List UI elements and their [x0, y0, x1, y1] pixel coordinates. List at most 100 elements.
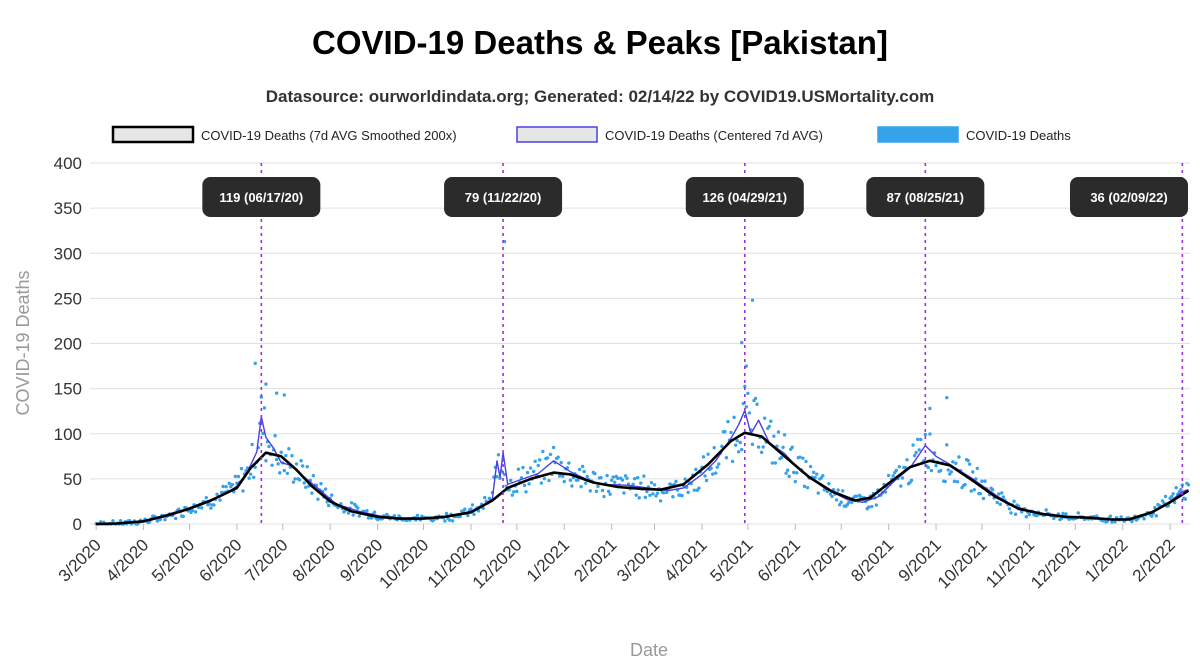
- data-point: [625, 476, 629, 480]
- data-point: [1154, 514, 1159, 518]
- data-point: [934, 463, 938, 468]
- data-point: [111, 519, 115, 523]
- data-point: [914, 450, 918, 455]
- legend-swatch: [877, 126, 959, 143]
- legend: COVID-19 Deaths (7d AVG Smoothed 200x) CO…: [111, 125, 1071, 144]
- data-point: [946, 468, 950, 472]
- data-point: [730, 459, 735, 464]
- data-point: [1007, 507, 1012, 511]
- data-point: [236, 474, 241, 479]
- data-point: [649, 480, 654, 485]
- data-point: [957, 455, 961, 459]
- data-point: [781, 445, 785, 449]
- data-point: [900, 476, 905, 480]
- data-point: [782, 433, 787, 437]
- data-point: [732, 415, 736, 420]
- data-point: [330, 493, 334, 497]
- data-point: [899, 484, 903, 488]
- data-point: [850, 500, 854, 505]
- data-point: [816, 491, 820, 495]
- data-point: [801, 456, 805, 460]
- data-point: [212, 503, 216, 507]
- y-axis: 0 50 100 150 200 250 300 350 400: [54, 154, 82, 534]
- data-point: [351, 513, 355, 517]
- data-point: [463, 507, 467, 511]
- data-point: [983, 479, 987, 483]
- data-point: [304, 485, 308, 489]
- data-point: [444, 511, 449, 516]
- y-tick-label: 400: [54, 154, 82, 173]
- data-point: [247, 476, 251, 480]
- data-point: [802, 484, 807, 489]
- data-point: [531, 469, 536, 474]
- data-point: [971, 470, 975, 474]
- data-point: [509, 478, 513, 483]
- data-point: [709, 466, 713, 470]
- data-point: [118, 519, 123, 523]
- data-point: [720, 444, 724, 449]
- data-point: [357, 514, 361, 518]
- data-point: [1174, 486, 1178, 490]
- data-point: [830, 494, 834, 499]
- data-point: [750, 442, 755, 447]
- data-point: [1064, 512, 1068, 516]
- data-point: [811, 470, 816, 474]
- data-point: [496, 453, 501, 457]
- data-point: [270, 463, 274, 467]
- data-point: [654, 494, 658, 498]
- data-point: [369, 516, 374, 520]
- data-point: [834, 498, 839, 502]
- data-point: [602, 494, 606, 499]
- data-point: [522, 483, 527, 488]
- data-point: [173, 516, 178, 521]
- data-point: [697, 486, 701, 490]
- data-point: [547, 478, 551, 483]
- data-point: [808, 464, 813, 469]
- data-point: [299, 459, 303, 463]
- data-point: [576, 478, 580, 482]
- peak-annotations: 119 (06/17/20) 79 (11/22/20) 126 (04/29/21…: [202, 163, 1188, 524]
- data-point: [1035, 513, 1039, 518]
- data-point: [909, 478, 914, 483]
- data-point: [219, 490, 224, 495]
- data-point: [636, 476, 640, 480]
- data-point: [264, 382, 268, 386]
- data-point: [703, 474, 707, 478]
- data-point: [227, 481, 231, 486]
- data-point: [608, 492, 612, 496]
- data-point: [282, 468, 286, 473]
- data-point: [259, 395, 264, 399]
- data-point: [261, 431, 265, 436]
- data-point: [915, 437, 920, 442]
- data-point: [701, 455, 706, 459]
- data-point: [319, 481, 323, 486]
- data-point: [1153, 505, 1157, 510]
- data-point: [287, 447, 291, 451]
- data-point: [715, 465, 719, 469]
- data-point: [545, 456, 550, 460]
- data-point: [177, 507, 181, 511]
- data-point: [847, 500, 851, 505]
- data-point: [648, 493, 652, 498]
- y-tick-label: 100: [54, 425, 82, 444]
- data-point: [1186, 483, 1191, 487]
- data-point: [524, 490, 528, 494]
- data-point: [990, 488, 995, 492]
- data-point: [744, 405, 749, 409]
- data-point: [248, 472, 253, 476]
- data-point: [785, 468, 790, 472]
- data-point: [710, 472, 715, 476]
- data-point: [997, 492, 1001, 496]
- peak-label-box: [444, 177, 563, 217]
- data-point: [233, 474, 238, 479]
- data-point: [582, 469, 586, 474]
- data-point: [943, 479, 947, 484]
- data-point: [923, 432, 928, 437]
- data-point: [761, 445, 765, 449]
- chart-title: COVID-19 Deaths & Peaks [Pakistan]: [312, 24, 888, 61]
- data-point: [567, 461, 571, 465]
- data-point: [276, 462, 280, 466]
- data-point: [294, 462, 299, 466]
- data-point: [284, 453, 288, 458]
- data-point: [911, 443, 915, 447]
